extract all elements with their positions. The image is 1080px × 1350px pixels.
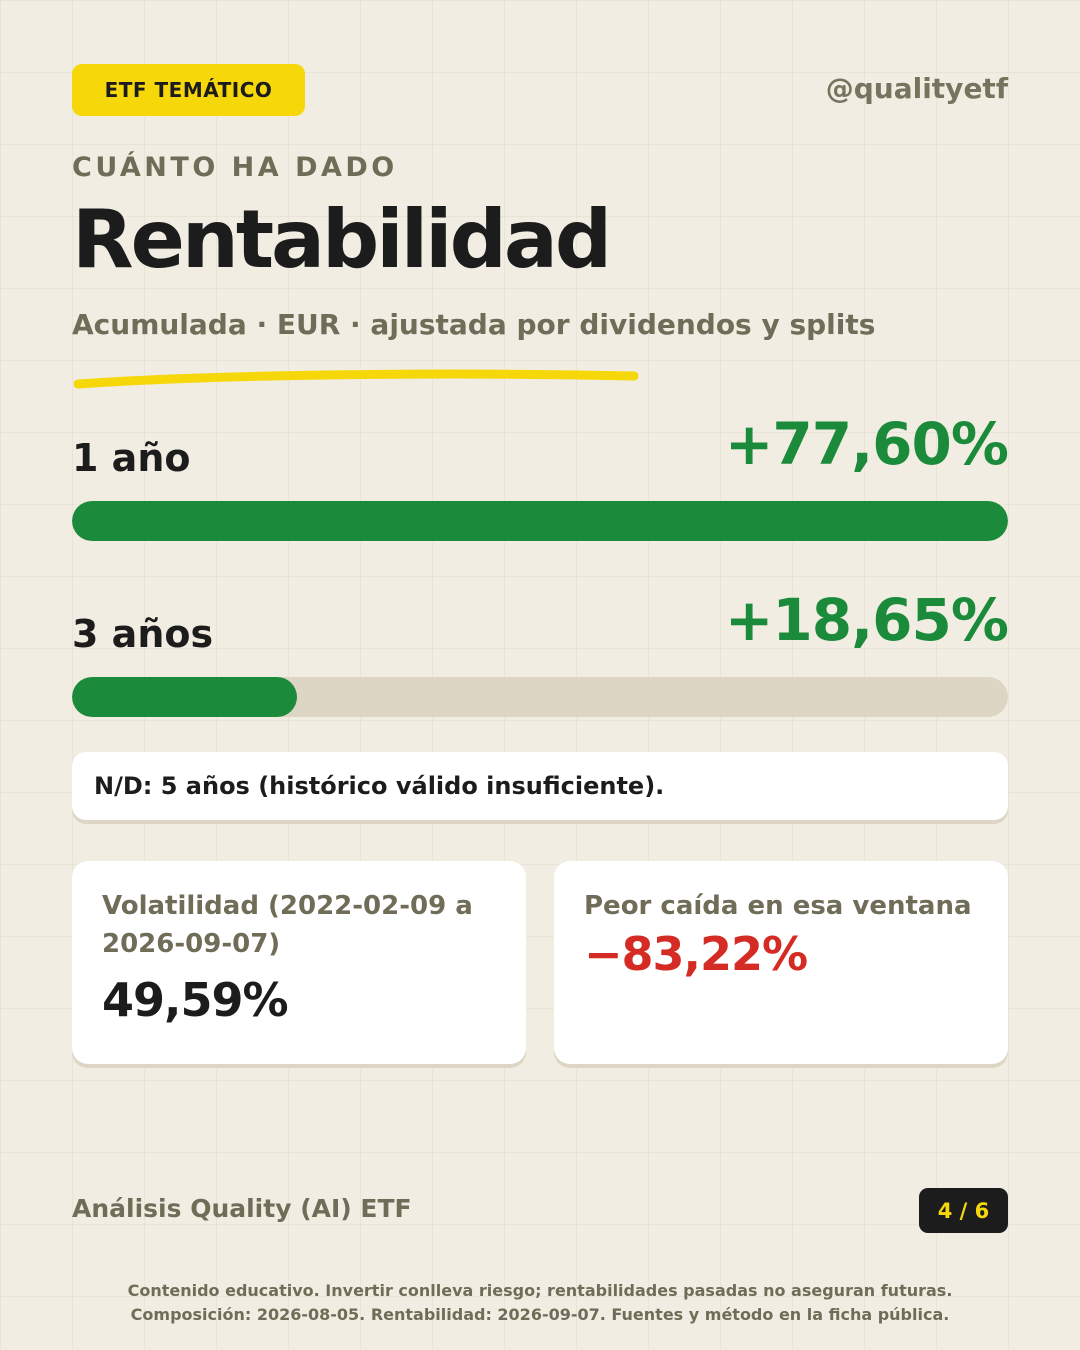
page-subtitle: Acumulada · EUR · ajustada por dividendo… [72,308,876,341]
drawdown-label: Peor caída en esa ventana [584,891,972,921]
category-tag: ETF TEMÁTICO [72,64,305,116]
availability-note: N/D: 5 años (histórico válido insuficien… [72,752,1008,820]
progress-track-1y [72,501,1008,541]
eyebrow-label: CUÁNTO HA DADO [72,152,398,183]
disclaimer-line-1: Contenido educativo. Invertir conlleva r… [127,1281,953,1300]
volatility-label: Volatilidad (2022-02-09 a 2026-09-07) [102,891,473,959]
period-label-1y: 1 año [72,436,191,480]
period-value-1y: +77,60% [724,410,1009,478]
highlight-underline [73,369,639,389]
disclaimer-line-2: Composición: 2026-08-05. Rentabilidad: 2… [130,1305,950,1324]
volatility-card: Volatilidad (2022-02-09 a 2026-09-07) 49… [72,861,526,1064]
disclaimer: Contenido educativo. Invertir conlleva r… [0,1279,1080,1327]
progress-fill-3y [72,677,297,717]
period-value-3y: +18,65% [724,586,1009,654]
account-handle: @qualityetf [825,72,1008,105]
page-title: Rentabilidad [72,193,612,286]
drawdown-value: −83,22% [584,927,808,981]
period-label-3y: 3 años [72,612,214,656]
volatility-value: 49,59% [102,973,289,1027]
availability-note-text: N/D: 5 años (histórico válido insuficien… [94,772,665,800]
progress-fill-1y [72,501,1008,541]
page-indicator: 4 / 6 [919,1188,1008,1233]
drawdown-card: Peor caída en esa ventana −83,22% [554,861,1008,1064]
progress-track-3y [72,677,1008,717]
brand-footer: Análisis Quality (AI) ETF [72,1194,412,1223]
